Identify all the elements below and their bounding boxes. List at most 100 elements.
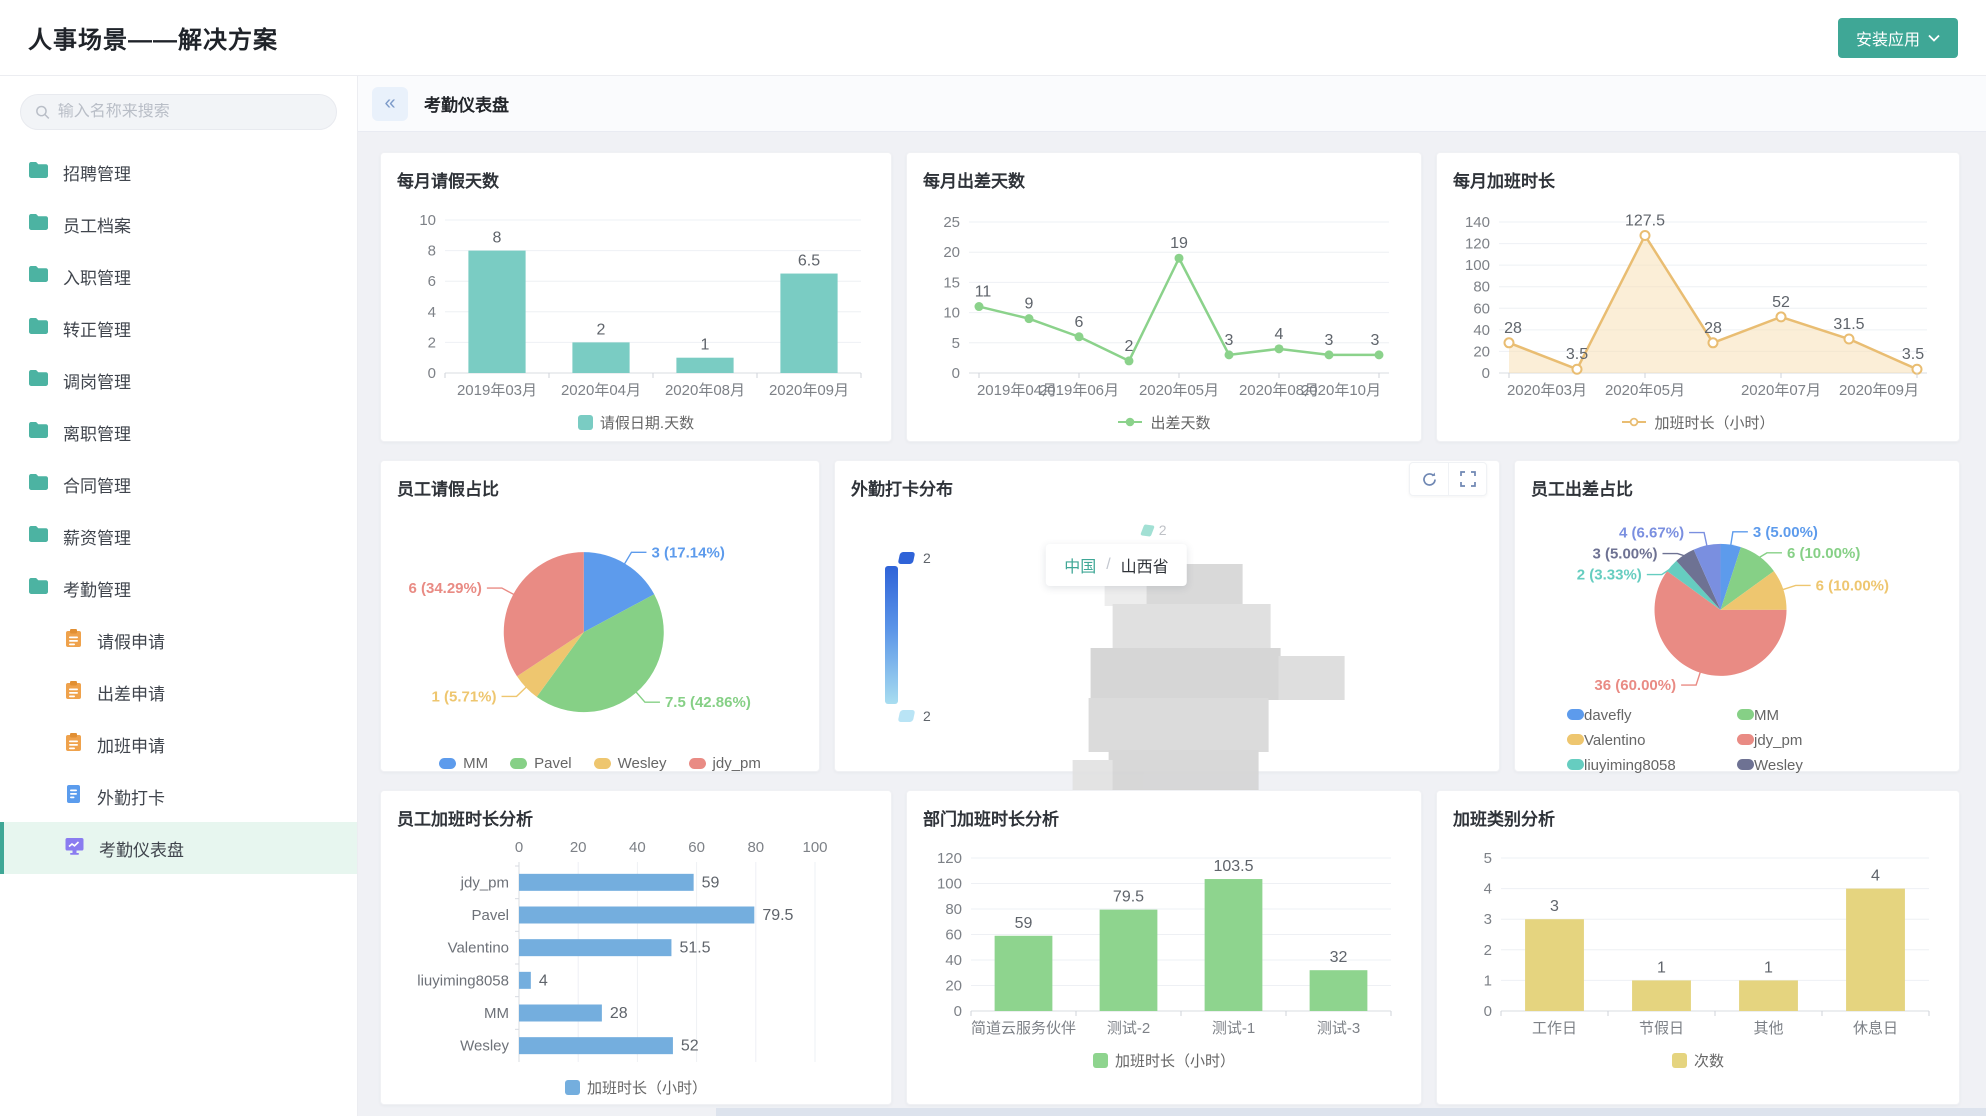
legend-marker	[1737, 734, 1754, 745]
svg-text:19: 19	[1170, 235, 1188, 252]
search-input[interactable]	[57, 103, 322, 121]
gradient-max-label: 2	[923, 550, 931, 566]
chart-legend: 出差天数	[923, 408, 1405, 436]
sidebar-subitem[interactable]: 外勤打卡	[0, 770, 357, 822]
legend-item[interactable]: Pavel	[510, 755, 572, 772]
breadcrumb-country[interactable]: 中国	[1064, 559, 1097, 576]
svg-text:140: 140	[1465, 214, 1490, 231]
svg-text:36 (60.00%): 36 (60.00%)	[1594, 677, 1676, 694]
leave-pie-chart[interactable]: 3 (17.14%) 7.5 (42.86%) 1 (5.71%) 6 (34.29%…	[397, 506, 803, 777]
sidebar-item-label: 入职管理	[63, 268, 131, 288]
svg-text:6: 6	[1075, 314, 1084, 331]
sidebar-item-label: 调岗管理	[63, 372, 131, 392]
sidebar-item-label: 加班申请	[97, 736, 165, 756]
sidebar-folder-item[interactable]: 转正管理	[0, 302, 357, 354]
employee-overtime-chart[interactable]: 0 20 40 60 80 100 jdy_pm 59 Pavel 79.5 Valentino 51…	[397, 836, 875, 1101]
dashboard-row-1: 每月请假天数 0 2 4 6 8 10 8 2019年03月 2 2020年04月 1 2020年08…	[380, 152, 1964, 442]
horizontal-scrollbar[interactable]	[716, 1108, 1986, 1116]
collapse-sidebar-button[interactable]: «	[372, 86, 408, 121]
svg-text:20: 20	[570, 839, 587, 856]
svg-text:3: 3	[1225, 332, 1234, 349]
legend-item[interactable]: 次数	[1671, 1050, 1724, 1071]
sidebar-menu: 招聘管理员工档案入职管理转正管理调岗管理离职管理合同管理 薪资管理 考勤管理 请假申请…	[0, 146, 357, 874]
field-clockin-map[interactable]: 2 中国 / 山西省 2 2	[851, 462, 1487, 792]
sidebar-folder-item[interactable]: 招聘管理	[0, 146, 357, 198]
svg-text:5: 5	[1484, 850, 1492, 867]
sidebar-item-label: 员工档案	[63, 216, 131, 236]
legend-item[interactable]: jdy_pm	[1737, 732, 1907, 749]
svg-text:6.5: 6.5	[798, 253, 820, 270]
legend-item[interactable]: MM	[439, 755, 488, 772]
sidebar-folder-item[interactable]: 离职管理	[0, 406, 357, 458]
map-toolbar	[1409, 462, 1487, 496]
legend-marker	[1567, 759, 1584, 770]
svg-text:60: 60	[688, 839, 705, 856]
card-trip-pie: 员工出差占比 3 (5.00%) 6 (10.00%) 6 (10.00%) 36 (…	[1514, 460, 1960, 774]
breadcrumb-province[interactable]: 山西省	[1120, 559, 1169, 576]
gradient-swatch-max	[897, 552, 916, 564]
legend-label: 加班时长（小时）	[1654, 414, 1775, 432]
legend-item[interactable]: davefly	[1567, 707, 1737, 724]
dept-overtime-chart[interactable]: 0 20 40 60 80 100 120 59 简道云服务伙伴 79.5 测试-2 103.5 测试-…	[923, 836, 1405, 1074]
legend-item[interactable]: 请假日期.天数	[577, 412, 694, 433]
monthly-overtime-chart[interactable]: 0 20 40 60 80 100 120 140 28 3.5 127.5 28 52 31.5 3.5 2…	[1453, 198, 1943, 436]
svg-text:3 (5.00%): 3 (5.00%)	[1592, 546, 1657, 563]
fullscreen-button[interactable]	[1448, 463, 1486, 495]
svg-text:0: 0	[428, 365, 436, 382]
sidebar-item-label: 离职管理	[63, 424, 131, 444]
svg-text:100: 100	[802, 839, 827, 856]
refresh-icon	[1422, 472, 1436, 486]
folder-icon	[28, 369, 49, 392]
legend-item[interactable]: liuyiming8058	[1567, 757, 1737, 774]
chart-title: 员工请假占比	[397, 480, 499, 499]
legend-item[interactable]: MM	[1737, 707, 1907, 724]
sidebar-subitem-active[interactable]: 考勤仪表盘	[0, 822, 357, 874]
legend-item[interactable]: Wesley	[1737, 757, 1907, 774]
sidebar-folder-item[interactable]: 入职管理	[0, 250, 357, 302]
svg-text:liuyiming8058: liuyiming8058	[417, 972, 509, 989]
sidebar-folder-item[interactable]: 调岗管理	[0, 354, 357, 406]
overtime-category-chart[interactable]: 0 1 2 3 4 5 3 工作日 1 节假日 1 其他 4 休息日 次数	[1453, 836, 1943, 1074]
svg-text:3: 3	[1550, 898, 1559, 915]
sidebar-folder-item[interactable]: 员工档案	[0, 198, 357, 250]
legend-item[interactable]: jdy_pm	[688, 755, 761, 772]
legend-label: 加班时长（小时）	[1114, 1052, 1235, 1070]
svg-text:休息日: 休息日	[1853, 1020, 1898, 1037]
search-icon	[36, 105, 50, 119]
gradient-bar	[885, 566, 898, 704]
svg-text:40: 40	[1473, 322, 1490, 339]
svg-text:100: 100	[1465, 257, 1490, 274]
legend-item[interactable]: Valentino	[1567, 732, 1737, 749]
trip-pie-chart[interactable]: 3 (5.00%) 6 (10.00%) 6 (10.00%) 36 (60.00%)…	[1531, 506, 1943, 781]
refresh-button[interactable]	[1410, 463, 1448, 495]
sidebar-folder-item[interactable]: 合同管理	[0, 458, 357, 510]
sidebar-folder-item[interactable]: 考勤管理	[0, 562, 357, 614]
svg-text:2020年09月: 2020年09月	[1839, 382, 1919, 399]
svg-text:Pavel: Pavel	[471, 907, 509, 924]
install-app-button[interactable]: 安装应用	[1837, 17, 1958, 58]
legend-item[interactable]: Wesley	[593, 755, 667, 772]
sidebar-search[interactable]	[20, 94, 337, 130]
legend-label: Pavel	[534, 754, 572, 772]
legend-item[interactable]: 出差天数	[1117, 412, 1211, 433]
legend-item[interactable]: 加班时长（小时）	[1092, 1050, 1235, 1071]
sidebar-subitem[interactable]: 加班申请	[0, 718, 357, 770]
sidebar-subitem[interactable]: 出差申请	[0, 666, 357, 718]
gradient-min-label: 2	[923, 708, 931, 724]
svg-text:2: 2	[1484, 942, 1492, 959]
monthly-leave-chart[interactable]: 0 2 4 6 8 10 8 2019年03月 2 2020年04月 1 2020年08月 6.5 202…	[397, 198, 875, 436]
monthly-trip-chart[interactable]: 0 5 10 15 20 25 11 9 6 2 19 3 4 3 3 2019年04月 2019年06月 202…	[923, 198, 1405, 436]
map-marker: 2	[1139, 522, 1167, 538]
chart-legend: 次数	[1453, 1046, 1943, 1074]
chart-title: 员工加班时长分析	[397, 810, 533, 829]
sidebar-subitem[interactable]: 请假申请	[0, 614, 357, 666]
legend-item[interactable]: 加班时长（小时）	[564, 1077, 707, 1098]
svg-text:工作日: 工作日	[1532, 1020, 1577, 1037]
sidebar-folder-item[interactable]: 薪资管理	[0, 510, 357, 562]
svg-text:59: 59	[702, 874, 720, 891]
legend-label: Wesley	[1754, 757, 1803, 774]
svg-text:2020年07月: 2020年07月	[1741, 382, 1821, 399]
svg-text:Valentino: Valentino	[448, 940, 509, 957]
legend-item[interactable]: 加班时长（小时）	[1621, 412, 1775, 433]
svg-text:1: 1	[701, 337, 710, 354]
